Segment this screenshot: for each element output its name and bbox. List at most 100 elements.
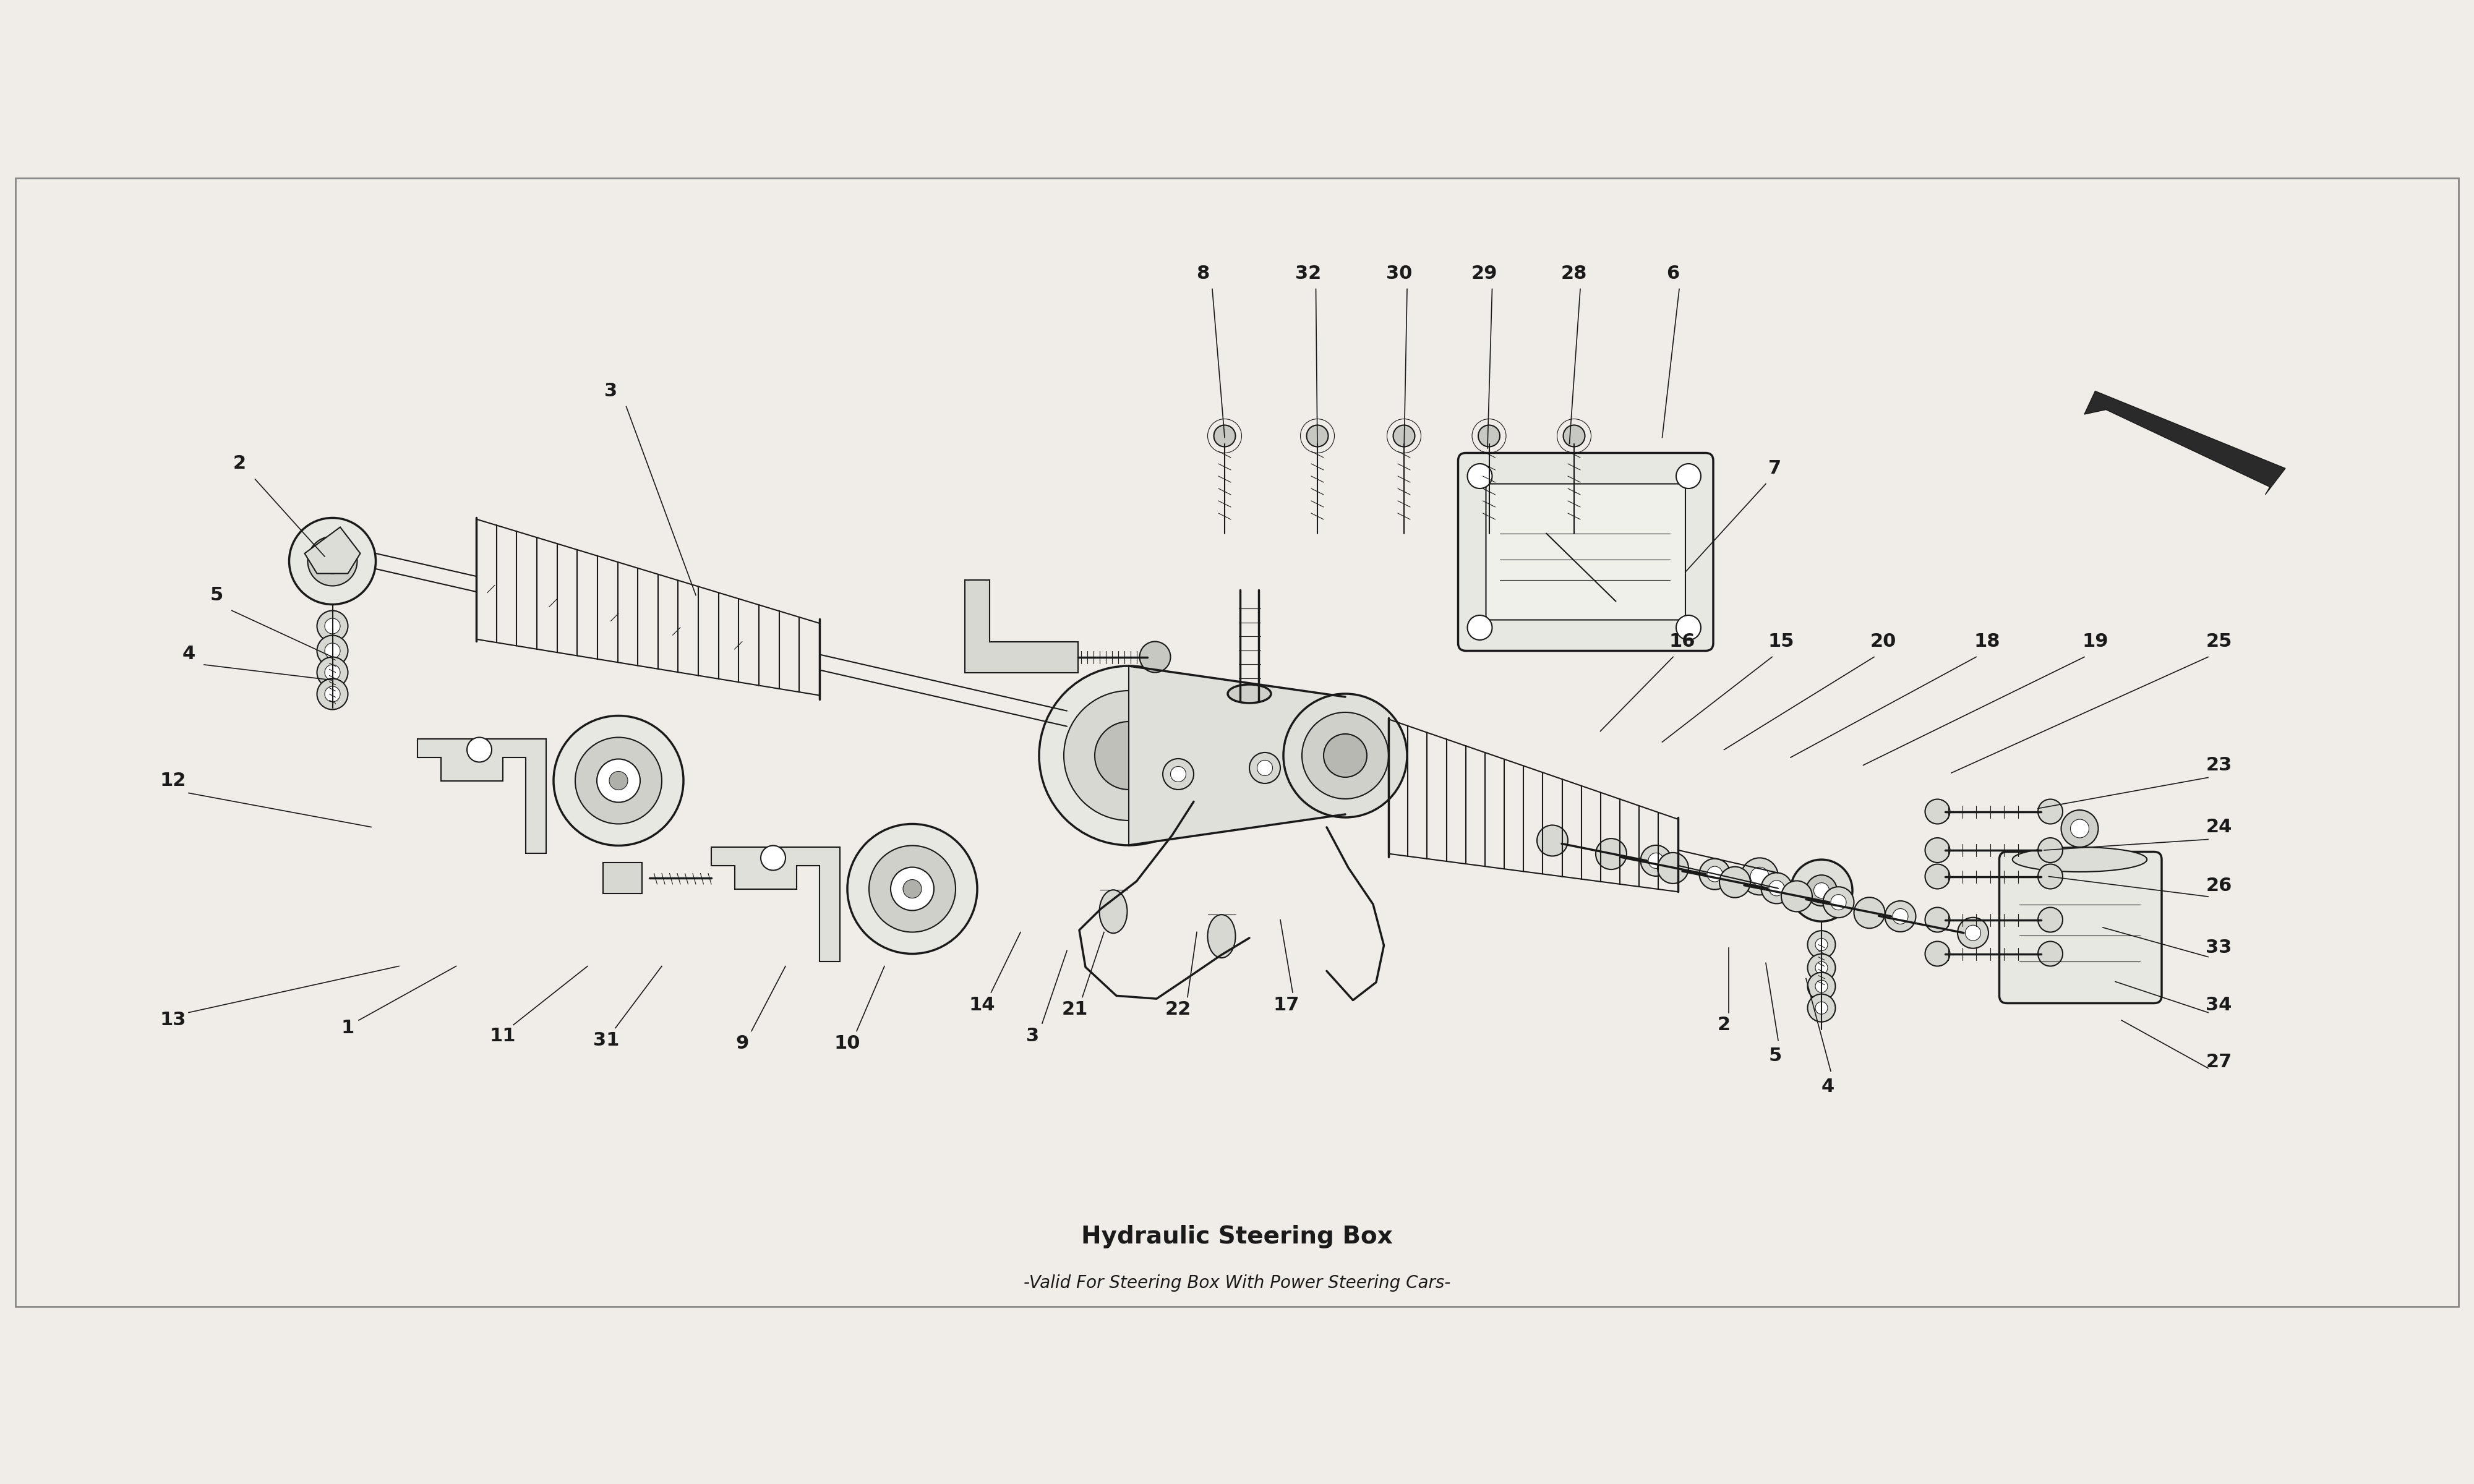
Circle shape — [1925, 800, 1950, 824]
Text: 33: 33 — [2207, 938, 2232, 957]
Circle shape — [596, 758, 641, 803]
Circle shape — [1393, 424, 1415, 447]
Circle shape — [1306, 424, 1329, 447]
Circle shape — [1467, 616, 1492, 640]
Circle shape — [307, 536, 356, 586]
Circle shape — [324, 665, 341, 680]
Circle shape — [1808, 954, 1836, 982]
Circle shape — [1853, 898, 1885, 929]
Circle shape — [846, 824, 977, 954]
Ellipse shape — [2011, 847, 2147, 871]
Text: 22: 22 — [1165, 1000, 1192, 1018]
Text: 25: 25 — [2207, 632, 2232, 650]
Circle shape — [317, 657, 349, 689]
Ellipse shape — [1207, 914, 1235, 957]
Circle shape — [289, 518, 376, 604]
Polygon shape — [713, 847, 839, 962]
Circle shape — [1893, 908, 1907, 925]
Circle shape — [1808, 972, 1836, 1000]
Text: 8: 8 — [1197, 264, 1210, 282]
Circle shape — [1640, 846, 1672, 876]
Circle shape — [1791, 859, 1853, 922]
Circle shape — [1467, 463, 1492, 488]
Polygon shape — [965, 580, 1079, 672]
Circle shape — [1831, 895, 1846, 910]
Circle shape — [1925, 838, 1950, 862]
Circle shape — [1215, 424, 1235, 447]
Circle shape — [1808, 994, 1836, 1022]
Circle shape — [324, 643, 341, 659]
Ellipse shape — [1227, 684, 1272, 703]
Circle shape — [1925, 941, 1950, 966]
Circle shape — [2039, 800, 2063, 824]
Text: 15: 15 — [1769, 632, 1794, 650]
Text: 30: 30 — [1385, 264, 1413, 282]
Circle shape — [1536, 825, 1569, 856]
Text: 27: 27 — [2207, 1054, 2232, 1071]
Text: 19: 19 — [2083, 632, 2108, 650]
Circle shape — [609, 772, 628, 789]
Text: 3: 3 — [1027, 1027, 1039, 1045]
Circle shape — [1324, 735, 1366, 778]
Circle shape — [1564, 424, 1586, 447]
FancyBboxPatch shape — [1457, 453, 1712, 651]
Text: -Valid For Steering Box With Power Steering Cars-: -Valid For Steering Box With Power Steer… — [1024, 1275, 1450, 1291]
Circle shape — [2039, 838, 2063, 862]
Text: 6: 6 — [1667, 264, 1680, 282]
Text: 28: 28 — [1561, 264, 1588, 282]
Text: 21: 21 — [1061, 1000, 1089, 1018]
Circle shape — [1813, 883, 1828, 898]
Circle shape — [1761, 873, 1791, 904]
Circle shape — [2061, 810, 2098, 847]
Text: 3: 3 — [604, 381, 618, 401]
Circle shape — [317, 610, 349, 641]
Circle shape — [1596, 838, 1628, 870]
Circle shape — [1658, 853, 1687, 883]
Circle shape — [891, 867, 935, 911]
Circle shape — [1648, 853, 1663, 868]
Circle shape — [1707, 867, 1722, 881]
Text: 26: 26 — [2207, 877, 2232, 895]
Circle shape — [1064, 690, 1192, 821]
Circle shape — [324, 619, 341, 634]
Circle shape — [1925, 864, 1950, 889]
Text: 20: 20 — [1870, 632, 1898, 650]
Text: 16: 16 — [1670, 632, 1695, 650]
Circle shape — [1677, 616, 1702, 640]
Circle shape — [1170, 766, 1185, 782]
Text: 9: 9 — [735, 1034, 750, 1052]
Polygon shape — [1128, 666, 1346, 846]
Polygon shape — [2083, 392, 2286, 494]
Text: Hydraulic Steering Box: Hydraulic Steering Box — [1081, 1224, 1393, 1248]
Circle shape — [1301, 712, 1388, 798]
Circle shape — [1806, 876, 1836, 905]
Circle shape — [1964, 925, 1982, 941]
Text: 7: 7 — [1769, 460, 1781, 478]
Circle shape — [1769, 880, 1784, 896]
Text: 31: 31 — [594, 1031, 618, 1049]
Text: 4: 4 — [1821, 1077, 1833, 1095]
Text: 32: 32 — [1294, 264, 1321, 282]
Text: 24: 24 — [2207, 818, 2232, 835]
Circle shape — [1257, 760, 1272, 776]
Text: 23: 23 — [2207, 757, 2232, 775]
Circle shape — [1885, 901, 1915, 932]
Text: 10: 10 — [834, 1034, 861, 1052]
Circle shape — [1816, 1002, 1828, 1014]
Circle shape — [319, 549, 344, 573]
Circle shape — [2039, 907, 2063, 932]
Circle shape — [1163, 758, 1192, 789]
Circle shape — [1479, 424, 1499, 447]
Circle shape — [317, 678, 349, 709]
Circle shape — [762, 846, 787, 870]
Circle shape — [1742, 858, 1779, 895]
Text: 17: 17 — [1274, 996, 1299, 1014]
Circle shape — [1719, 867, 1752, 898]
Circle shape — [1094, 721, 1163, 789]
FancyBboxPatch shape — [1999, 852, 2162, 1003]
Text: 2: 2 — [1717, 1017, 1732, 1034]
Text: 11: 11 — [490, 1027, 515, 1045]
Ellipse shape — [1098, 890, 1128, 933]
Text: 5: 5 — [1769, 1046, 1781, 1066]
Text: 12: 12 — [161, 772, 186, 789]
